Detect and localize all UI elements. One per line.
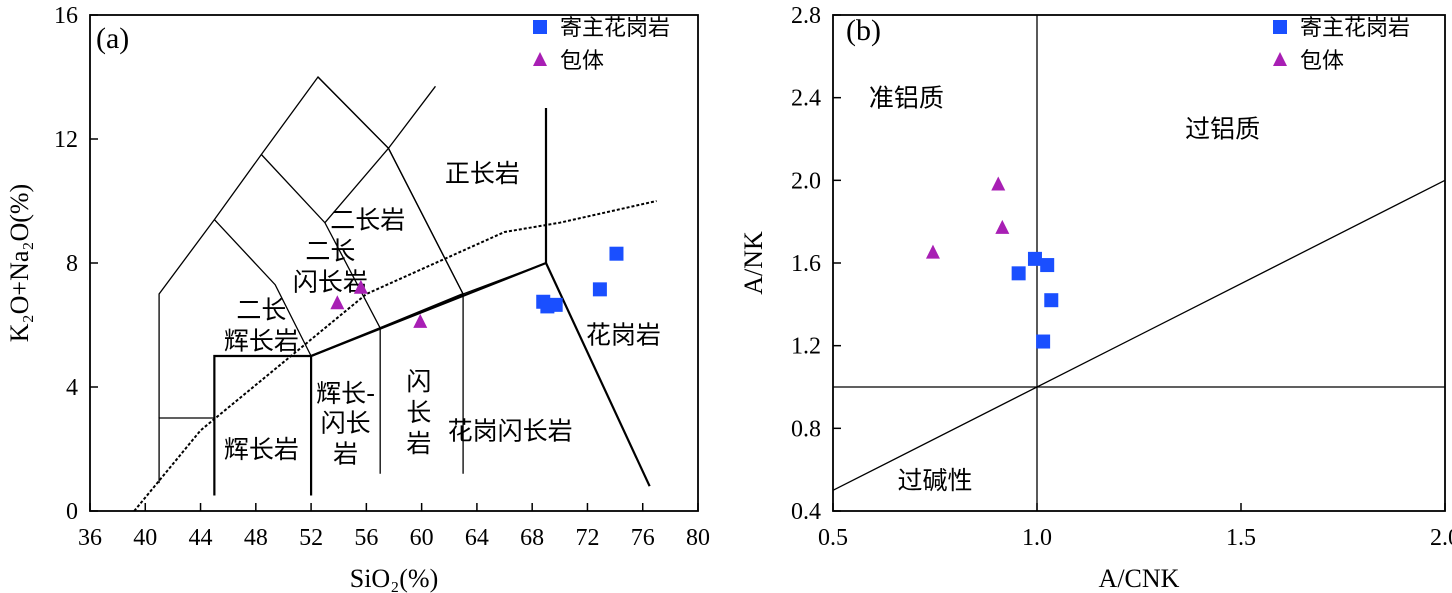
y-tick-label: 2.0 [791, 168, 821, 194]
x-tick-label: 64 [465, 525, 489, 551]
field-label: 花岗闪长岩 [448, 416, 573, 445]
x-axis-label: SiO₂(%) [350, 564, 439, 593]
field-label: 二长 [236, 296, 286, 325]
panel-a-tas-diagram: 36 40 44 48 52 56 60 64 68 72 76 800481216SiO₂(%)K₂… [5, 3, 710, 593]
reference-line [832, 179, 1446, 491]
y-tick-label: 2.8 [791, 3, 821, 29]
panel-label: (a) [96, 22, 129, 55]
field-label: 辉长岩 [224, 435, 299, 464]
host-granite-point [548, 297, 563, 312]
field-boundary-line [213, 219, 312, 357]
legend-label: 寄主花岗岩 [560, 16, 670, 41]
field-label: 岩 [333, 440, 358, 469]
enclave-point [413, 313, 428, 328]
field-boundary-line [545, 262, 651, 487]
y-axis-label: A/NK [739, 231, 768, 295]
y-axis-label: K₂O+Na₂O(%) [5, 184, 34, 342]
field-boundary-line [317, 76, 436, 150]
field-label: 正长岩 [445, 159, 520, 188]
x-tick-label: 2.0 [1430, 525, 1452, 551]
alkaline-subalkaline-divider [133, 200, 657, 512]
x-tick-label: 1.0 [1022, 525, 1052, 551]
y-tick-label: 12 [54, 127, 78, 153]
field-label: 岩 [406, 429, 431, 458]
x-tick-label: 36 [78, 525, 102, 551]
y-tick-label: 0.4 [791, 499, 821, 525]
x-tick-label: 48 [244, 525, 268, 551]
field-boundary-line [387, 148, 464, 295]
field-label: 花岗岩 [586, 320, 661, 349]
x-tick-label: 0.5 [818, 525, 848, 551]
field-label: 辉长- [316, 379, 375, 408]
y-tick-label: 16 [54, 3, 78, 29]
field-label: 过碱性 [897, 466, 972, 495]
x-tick-label: 80 [686, 525, 710, 551]
x-tick-label: 44 [189, 525, 213, 551]
x-axis-label: A/CNK [1099, 564, 1180, 593]
field-label: 闪长 [321, 409, 371, 438]
enclave-point [330, 295, 345, 310]
field-label: 二长 [305, 237, 355, 266]
y-tick-label: 1.2 [791, 334, 821, 360]
legend-triangle-icon [1273, 52, 1287, 66]
y-tick-label: 1.6 [791, 251, 821, 277]
legend-square-icon [1273, 20, 1287, 34]
field-boundary-line [309, 108, 548, 496]
x-tick-label: 40 [133, 525, 157, 551]
legend-label: 包体 [560, 49, 604, 74]
field-label: 二长岩 [330, 206, 405, 235]
field-label: 闪 [406, 367, 431, 396]
field-label: 辉长岩 [224, 327, 299, 356]
x-tick-label: 60 [410, 525, 434, 551]
x-tick-label: 52 [299, 525, 323, 551]
enclave-point [353, 279, 368, 294]
y-tick-label: 4 [66, 375, 78, 401]
host-granite-point [1040, 258, 1055, 273]
legend-label: 寄主花岗岩 [1300, 16, 1410, 41]
y-tick-label: 8 [66, 251, 78, 277]
host-granite-point [1027, 251, 1042, 266]
legend-triangle-icon [533, 52, 547, 66]
field-boundary-line [324, 147, 389, 224]
host-granite-point [592, 282, 607, 297]
field-label: 过铝质 [1185, 115, 1260, 144]
legend-label: 包体 [1300, 49, 1344, 74]
y-tick-label: 0 [66, 499, 78, 525]
field-boundary-line [158, 417, 215, 484]
host-granite-point [609, 246, 624, 261]
field-label: 长 [406, 398, 431, 427]
x-tick-label: 76 [631, 525, 655, 551]
host-granite-point [1044, 293, 1059, 308]
field-label: 准铝质 [869, 84, 944, 113]
x-tick-label: 56 [354, 525, 378, 551]
x-tick-label: 1.5 [1226, 525, 1256, 551]
panel-label: (b) [846, 14, 881, 47]
enclave-point [991, 176, 1006, 191]
plot-frame [89, 14, 699, 512]
x-tick-label: 72 [575, 525, 599, 551]
enclave-point [995, 219, 1010, 234]
panel-b-acnk-ank-diagram: 0.5 1.0 1.5 2.0 0.4 0.8 1.2 1.6 2.0 2.4 2.8 A/CNK A/… [739, 3, 1452, 593]
host-granite-point [1036, 334, 1051, 349]
enclave-point [925, 244, 940, 259]
legend-square-icon [533, 20, 547, 34]
host-granite-point [1011, 266, 1026, 281]
y-tick-label: 0.8 [791, 416, 821, 442]
x-tick-label: 68 [520, 525, 544, 551]
y-tick-label: 2.4 [791, 86, 821, 112]
